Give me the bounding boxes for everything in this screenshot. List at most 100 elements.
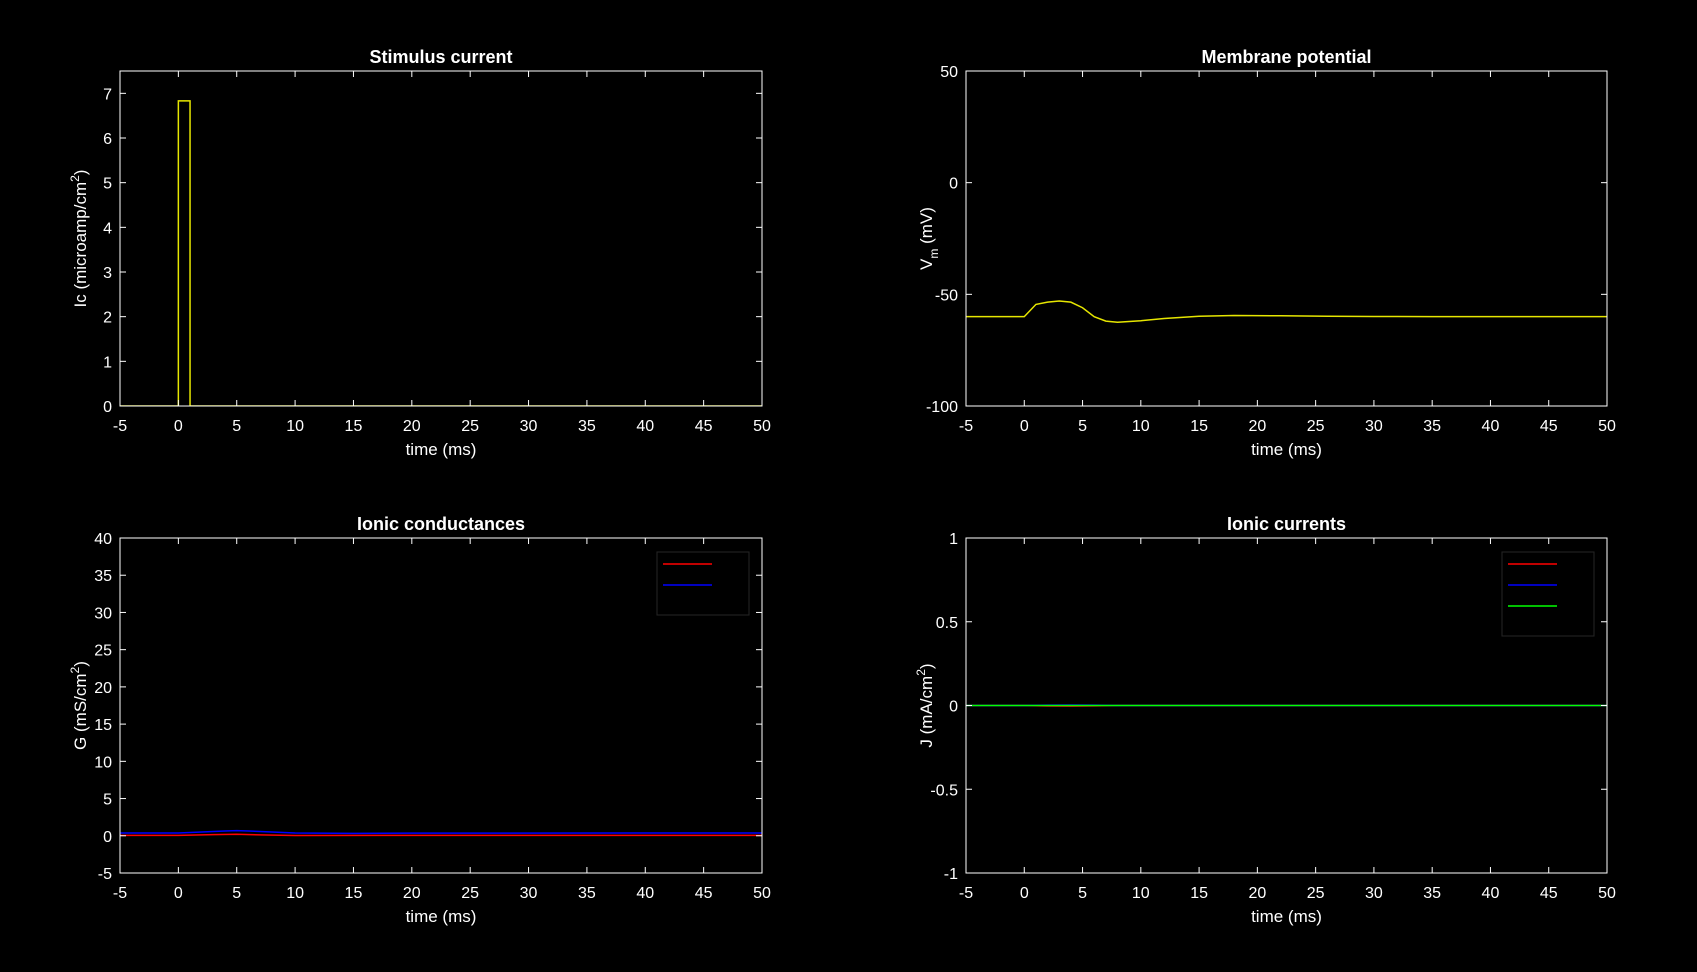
membrane-potential-panel: -5 0 5 10 15 20 25 30 35 40 45 50-100-50050Membrane… xyxy=(917,47,1616,459)
ionic-currents-xtick-label: 15 xyxy=(1190,885,1208,902)
membrane-potential-title: Membrane potential xyxy=(1201,47,1371,67)
ionic-conductances-series-1-line xyxy=(120,833,762,837)
ionic-conductances-title: Ionic conductances xyxy=(357,514,525,534)
ionic-conductances-ytick-label: 0 xyxy=(103,829,112,846)
ionic-conductances-ylabel-main: G (mS/cm xyxy=(71,673,90,750)
ionic-conductances-ytick-label: 35 xyxy=(94,568,112,585)
stimulus-current-ylabel-main: Ic (microamp/cm xyxy=(71,182,90,308)
ionic-conductances-ytick-label: 30 xyxy=(94,605,112,622)
stimulus-current-xtick-label: 20 xyxy=(403,418,421,435)
membrane-potential-ytick-label: -50 xyxy=(935,287,958,304)
ionic-currents-xtick-label: 25 xyxy=(1307,885,1325,902)
membrane-potential-ytick-label: 50 xyxy=(940,64,958,81)
ionic-conductances-xtick-label: 5 xyxy=(232,885,241,902)
ionic-currents-legend-box xyxy=(1501,551,1595,637)
ionic-currents-ytick-label: 0.5 xyxy=(936,615,958,632)
stimulus-current-ytick-label: 0 xyxy=(103,399,112,416)
stimulus-current-ytick-label: 4 xyxy=(103,220,112,237)
stimulus-current-ytick-label: 5 xyxy=(103,176,112,193)
stimulus-current-xtick-label: 45 xyxy=(695,418,713,435)
stimulus-current-series-1-line xyxy=(120,100,762,406)
ionic-currents-ytick-label: 0 xyxy=(949,699,958,716)
membrane-potential-xtick-label: 0 xyxy=(1020,418,1029,435)
ionic-currents-xtick-label: 10 xyxy=(1132,885,1150,902)
ionic-conductances-xtick-label: 40 xyxy=(636,885,654,902)
stimulus-current-xtick-label: 40 xyxy=(636,418,654,435)
ionic-currents-xtick-label: 0 xyxy=(1020,885,1029,902)
membrane-potential-xtick-label: 10 xyxy=(1132,418,1150,435)
ionic-currents-title: Ionic currents xyxy=(1227,514,1346,534)
ionic-currents-xtick-label: 5 xyxy=(1078,885,1087,902)
ionic-conductances-panel: -5 0 5 10 15 20 25 30 35 40 45 50 -5 0 5 10 15 20 25 30 35 40… xyxy=(68,514,771,926)
ionic-conductances-xtick-label: 35 xyxy=(578,885,596,902)
membrane-potential-ylabel-end: (mV) xyxy=(917,207,936,249)
membrane-potential-ylabel: Vm (mV) xyxy=(917,207,941,270)
stimulus-current-xtick-label: 35 xyxy=(578,418,596,435)
ionic-currents-ylabel-main: J (mA/cm xyxy=(917,676,936,748)
ionic-currents-ylabel: J (mA/cm2) xyxy=(914,663,936,747)
membrane-potential-xtick-label: 25 xyxy=(1307,418,1325,435)
ionic-currents-ylabel-end: ) xyxy=(917,663,936,669)
ionic-currents-xtick-label: 40 xyxy=(1482,885,1500,902)
membrane-potential-plot-area xyxy=(966,71,1607,406)
membrane-potential-axes-box xyxy=(965,70,1608,407)
ionic-conductances-xtick-label: 30 xyxy=(520,885,538,902)
ionic-conductances-ytick-label: 20 xyxy=(94,680,112,697)
ionic-conductances-series-2-line xyxy=(120,829,762,835)
ionic-conductances-ytick-label: 10 xyxy=(94,754,112,771)
membrane-potential-xtick-label: 45 xyxy=(1540,418,1558,435)
ionic-conductances-ytick-label: 15 xyxy=(94,717,112,734)
membrane-potential-ytick-label: 0 xyxy=(949,176,958,193)
ionic-conductances-legend[interactable] xyxy=(656,551,750,616)
stimulus-current-xtick-label: 15 xyxy=(345,418,363,435)
stimulus-current-xtick-label: 25 xyxy=(461,418,479,435)
stimulus-current-ylabel-sup: 2 xyxy=(68,175,82,182)
ionic-currents-xtick-label: 20 xyxy=(1248,885,1266,902)
ionic-conductances-xlabel: time (ms) xyxy=(406,907,477,926)
stimulus-current-xtick-label: 30 xyxy=(520,418,538,435)
stimulus-current-ytick-label: 1 xyxy=(103,354,112,371)
ionic-currents-ytick-label: -1 xyxy=(944,866,958,883)
stimulus-current-ytick-label: 6 xyxy=(103,131,112,148)
ionic-conductances-xtick-label: -5 xyxy=(113,885,127,902)
ionic-conductances-xtick-label: 10 xyxy=(286,885,304,902)
membrane-potential-xtick-label: 40 xyxy=(1482,418,1500,435)
ionic-conductances-xtick-label: 20 xyxy=(403,885,421,902)
stimulus-current-axes-box xyxy=(119,70,763,407)
membrane-potential-xlabel: time (ms) xyxy=(1251,440,1322,459)
ionic-currents-ytick-label: 1 xyxy=(949,531,958,548)
ionic-conductances-ylabel-sup: 2 xyxy=(68,666,82,673)
stimulus-current-xtick-label: 5 xyxy=(232,418,241,435)
ionic-conductances-plot-area xyxy=(120,538,762,873)
stimulus-current-ytick-label: 7 xyxy=(103,86,112,103)
ionic-conductances-ytick-label: 40 xyxy=(94,531,112,548)
ionic-currents-xtick-label: 35 xyxy=(1423,885,1441,902)
membrane-potential-xtick-label: 50 xyxy=(1598,418,1616,435)
membrane-potential-ylabel-main: V xyxy=(917,258,936,270)
ionic-conductances-ytick-label: 25 xyxy=(94,643,112,660)
membrane-potential-xtick-label: -5 xyxy=(959,418,973,435)
ionic-currents-ytick-label: -0.5 xyxy=(930,782,958,799)
stimulus-current-xlabel: time (ms) xyxy=(406,440,477,459)
ionic-conductances-ytick-label: 5 xyxy=(103,792,112,809)
stimulus-current-xtick-label: -5 xyxy=(113,418,127,435)
stimulus-current-ytick-label: 2 xyxy=(103,310,112,327)
stimulus-current-ytick-label: 3 xyxy=(103,265,112,282)
membrane-potential-xtick-label: 35 xyxy=(1423,418,1441,435)
stimulus-current-ylabel-end: ) xyxy=(71,170,90,176)
ionic-currents-panel: -5 0 5 10 15 20 25 30 35 40 45 50 -1 -0.5 0 0.5 1 Ionic c… xyxy=(914,514,1616,926)
membrane-potential-xtick-label: 15 xyxy=(1190,418,1208,435)
membrane-potential-ytick-label: -100 xyxy=(926,399,958,416)
ionic-currents-legend[interactable] xyxy=(1501,551,1595,637)
ionic-conductances-xtick-label: 25 xyxy=(461,885,479,902)
ionic-conductances-axes-box xyxy=(119,537,763,874)
ionic-currents-xtick-label: 45 xyxy=(1540,885,1558,902)
stimulus-current-plot-area xyxy=(120,71,762,406)
membrane-potential-series-1-line xyxy=(966,300,1607,324)
ionic-currents-xlabel: time (ms) xyxy=(1251,907,1322,926)
ionic-conductances-ylabel: G (mS/cm2) xyxy=(68,661,90,750)
ionic-currents-xtick-label: 50 xyxy=(1598,885,1616,902)
ionic-currents-ylabel-sup: 2 xyxy=(914,669,928,676)
membrane-potential-xtick-label: 5 xyxy=(1078,418,1087,435)
